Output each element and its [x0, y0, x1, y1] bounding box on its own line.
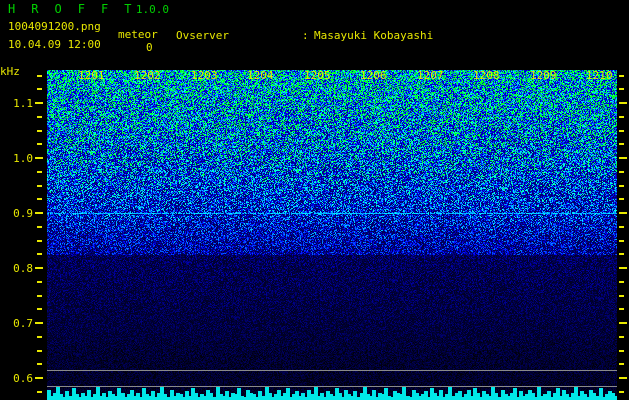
y-axis-tick-label: 1.0 — [13, 152, 33, 165]
y-axis-right-minor-tick — [619, 363, 624, 366]
y-axis-minor-tick — [37, 390, 42, 393]
filename-label: 1004091200.png — [8, 20, 101, 33]
info-separator: : — [302, 29, 309, 43]
spectrogram-panel: 1201 1202 1203 1204 1205 1206 1207 1208 1209 1210… — [0, 65, 629, 400]
y-axis-minor-tick — [37, 74, 42, 77]
y-axis-minor-tick — [37, 239, 42, 242]
app-title: H R O F F T1.0.0 — [8, 2, 169, 17]
y-axis-right-minor-tick — [619, 390, 624, 393]
y-axis-minor-tick — [37, 225, 42, 228]
y-axis-minor-tick — [37, 280, 42, 283]
y-axis-minor-tick — [37, 184, 42, 187]
y-axis-right-minor-tick — [619, 143, 624, 146]
spectrogram-image — [47, 70, 617, 400]
y-axis-right-minor-tick — [619, 184, 624, 187]
y-axis-tick-label: 0.6 — [13, 372, 33, 385]
y-axis-minor-tick — [37, 335, 42, 338]
y-axis-tick-label: 1.1 — [13, 97, 33, 110]
y-axis-right-major-tick — [619, 157, 627, 159]
y-axis-right-major-tick — [619, 322, 627, 324]
y-axis-minor-tick — [37, 198, 42, 201]
app-title-text: H R O F F T — [8, 2, 136, 16]
y-axis-minor-tick — [37, 170, 42, 173]
y-axis-tick-label: 0.7 — [13, 317, 33, 330]
y-axis-unit-label: kHz — [0, 65, 20, 78]
y-axis-right-minor-tick — [619, 280, 624, 283]
app-version: 1.0.0 — [135, 3, 169, 16]
datetime-label: 10.04.09 12:00 — [8, 38, 101, 51]
y-axis-major-tick — [35, 377, 43, 379]
y-axis-right-minor-tick — [619, 170, 624, 173]
y-axis-minor-tick — [37, 88, 42, 91]
y-axis-minor-tick — [37, 294, 42, 297]
y-axis-right-minor-tick — [619, 349, 624, 352]
spectrogram-canvas-container[interactable] — [47, 70, 617, 400]
y-axis-minor-tick — [37, 349, 42, 352]
y-axis-right-minor-tick — [619, 74, 624, 77]
y-axis-right-minor-tick — [619, 253, 624, 256]
y-axis-minor-tick — [37, 115, 42, 118]
y-axis-tick-label: 0.9 — [13, 207, 33, 220]
info-row: Ovserver: Masayuki Kobayashi — [176, 29, 625, 42]
y-axis-major-tick — [35, 212, 43, 214]
y-axis-right-major-tick — [619, 102, 627, 104]
y-axis-minor-tick — [37, 308, 42, 311]
y-axis-right-minor-tick — [619, 308, 624, 311]
y-axis-right-major-tick — [619, 267, 627, 269]
y-axis-major-tick — [35, 102, 43, 104]
y-axis-minor-tick — [37, 363, 42, 366]
y-axis-right-minor-tick — [619, 239, 624, 242]
y-axis-right-major-tick — [619, 377, 627, 379]
y-axis-major-tick — [35, 157, 43, 159]
meteor-count-value: 0 — [146, 41, 153, 54]
y-axis-right-major-tick — [619, 212, 627, 214]
y-axis-right-minor-tick — [619, 198, 624, 201]
header-panel: H R O F F T1.0.0 1004091200.png 10.04.09… — [0, 0, 629, 161]
meteor-count-label: meteor — [118, 28, 158, 41]
y-axis-left: kHz 1.1 1.0 0.9 0.8 0.7 0.6 — [0, 65, 47, 400]
y-axis-right-minor-tick — [619, 294, 624, 297]
y-axis-minor-tick — [37, 129, 42, 132]
y-axis-minor-tick — [37, 253, 42, 256]
y-axis-right-minor-tick — [619, 88, 624, 91]
y-axis-right — [617, 68, 629, 400]
y-axis-right-minor-tick — [619, 115, 624, 118]
y-axis-right-minor-tick — [619, 335, 624, 338]
y-axis-right-minor-tick — [619, 129, 624, 132]
info-key: Ovserver — [176, 29, 229, 43]
y-axis-tick-label: 0.8 — [13, 262, 33, 275]
y-axis-major-tick — [35, 267, 43, 269]
info-value: Masayuki Kobayashi — [314, 29, 434, 43]
y-axis-right-minor-tick — [619, 225, 624, 228]
y-axis-minor-tick — [37, 143, 42, 146]
y-axis-major-tick — [35, 322, 43, 324]
